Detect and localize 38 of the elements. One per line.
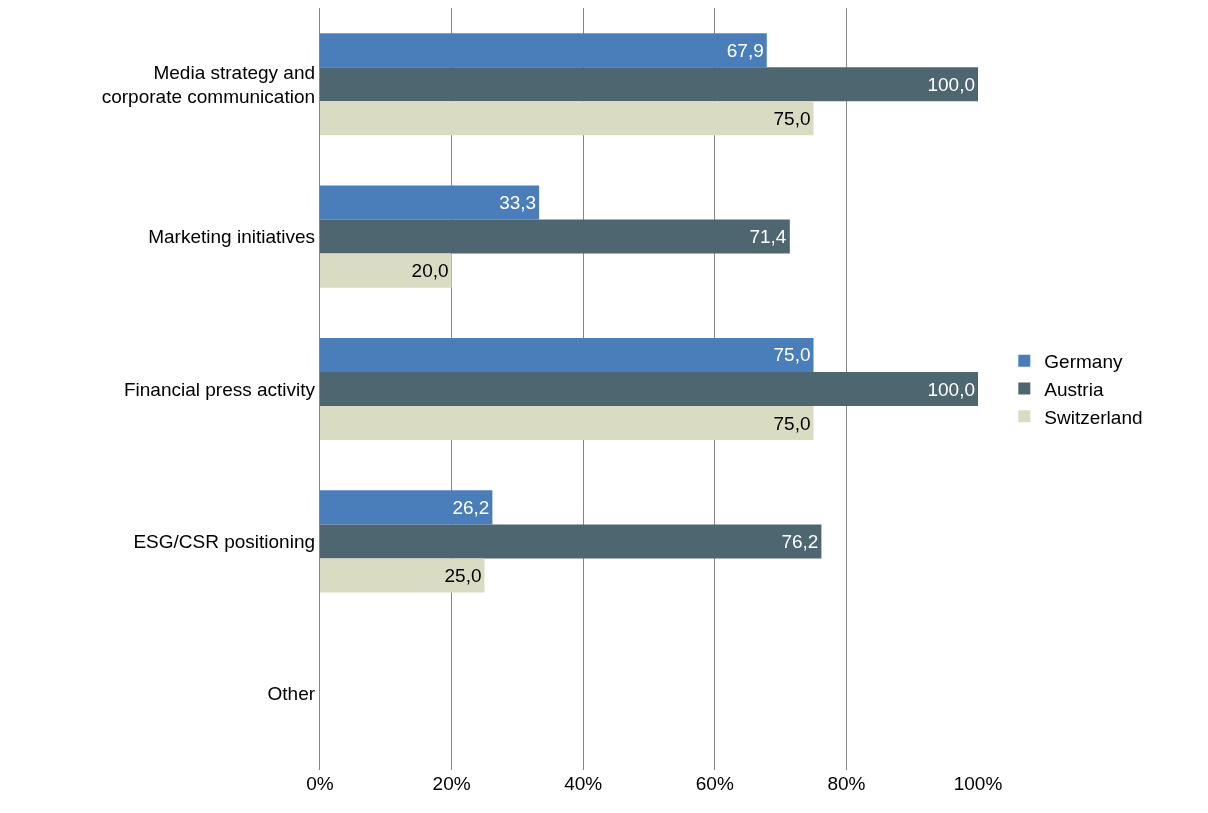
legend-label: Switzerland (1044, 406, 1143, 428)
legend-label: Germany (1044, 351, 1123, 373)
data-label: 71,4 (749, 226, 787, 248)
bar (320, 219, 790, 254)
x-tick-label: 20% (432, 773, 471, 794)
data-label: 100,0 (927, 73, 975, 95)
data-label: 67,9 (726, 39, 764, 61)
y-tick-label: Media strategy and corporate communication (101, 61, 316, 108)
y-tick-label: ESG/CSR positioning (133, 531, 316, 553)
bar (320, 253, 452, 288)
y-tick-label: Marketing initiatives (148, 226, 316, 248)
bar (320, 67, 978, 102)
data-label: 20,0 (411, 260, 449, 282)
data-label: 75,0 (773, 412, 811, 434)
bar (320, 33, 767, 68)
y-tick-label: Other (267, 683, 316, 705)
x-tick-label: 100% (953, 773, 1003, 794)
y-tick-label: Financial press activity (123, 378, 316, 400)
bar (320, 524, 822, 559)
x-tick-label: 40% (564, 773, 603, 794)
data-label: 76,2 (781, 530, 819, 552)
x-tick-label: 60% (695, 773, 734, 794)
bar (320, 101, 814, 136)
data-label: 26,2 (452, 496, 490, 518)
legend-label: Austria (1044, 378, 1104, 400)
bar (320, 371, 978, 407)
data-label: 100,0 (927, 378, 975, 400)
data-label: 33,3 (499, 192, 537, 214)
bar (320, 406, 814, 441)
data-label: 25,0 (444, 564, 482, 586)
bar (320, 490, 493, 525)
x-tick-label: 0% (306, 773, 334, 794)
data-label: 75,0 (773, 344, 811, 366)
bar (320, 185, 540, 220)
x-tick-label: 80% (827, 773, 866, 794)
bar (320, 337, 814, 372)
data-label: 75,0 (773, 107, 811, 129)
bar (320, 558, 485, 593)
